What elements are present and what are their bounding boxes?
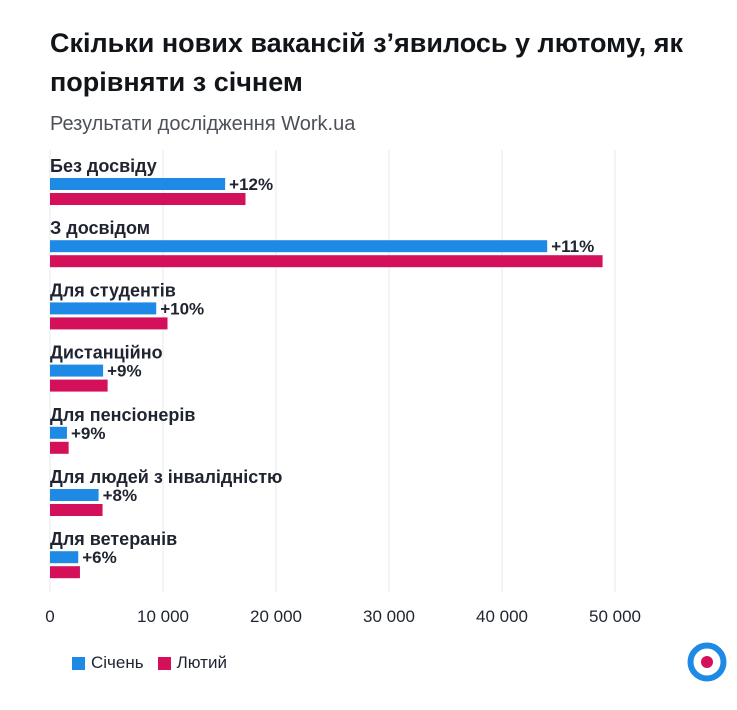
legend-label-jan: Січень — [91, 653, 144, 672]
growth-label: +10% — [160, 299, 204, 318]
category-label: З досвідом — [50, 218, 150, 238]
growth-label: +9% — [107, 362, 142, 381]
legend-item-jan: Січень — [72, 653, 144, 673]
growth-label: +8% — [103, 486, 138, 505]
category-label: Для пенсіонерів — [50, 405, 195, 425]
x-tick-label: 10 000 — [137, 607, 189, 626]
bar-jan — [50, 489, 99, 501]
bar-chart: 0 10 000 20 000 30 000 40 000 50 000 Без досві… — [45, 150, 641, 626]
bar-feb — [50, 566, 80, 579]
legend-swatch-feb — [157, 656, 171, 670]
legend: Січень Лютий — [72, 653, 241, 673]
chart-subtitle: Результати дослідження Work.ua — [50, 113, 356, 135]
category-label: Дистанційно — [50, 343, 163, 363]
bar-feb — [50, 193, 246, 205]
bar-feb — [50, 379, 108, 392]
growth-label: +6% — [82, 548, 117, 567]
x-tick-label: 20 000 — [250, 607, 302, 626]
bar-feb — [50, 317, 168, 330]
legend-label-feb: Лютий — [176, 653, 227, 672]
growth-label: +9% — [71, 424, 106, 443]
growth-label: +11% — [551, 237, 594, 256]
bar-jan — [50, 551, 79, 564]
bar-jan — [50, 426, 67, 439]
bar-jan — [50, 364, 104, 377]
bar-feb — [50, 441, 69, 454]
bar-jan — [50, 240, 548, 253]
chart-title: Скільки нових вакансій з’явилось у лютом… — [50, 28, 683, 97]
bar-jan — [50, 178, 226, 190]
legend-swatch-jan — [72, 656, 85, 670]
target-circle-icon — [687, 642, 727, 682]
bar-feb — [50, 504, 103, 516]
bar-feb — [50, 255, 603, 268]
growth-label: +12% — [229, 175, 273, 194]
category-label: Для ветеранів — [50, 529, 177, 549]
bar-jan — [50, 302, 157, 315]
category-label: Для студентів — [50, 280, 176, 300]
x-tick-label: 40 000 — [476, 607, 528, 626]
category-label: Без досвіду — [50, 156, 157, 176]
x-tick-label: 50 000 — [589, 607, 641, 626]
x-tick-label: 0 — [45, 607, 54, 626]
legend-item-feb: Лютий — [157, 653, 227, 673]
category-label: Для людей з інвалідністю — [50, 467, 282, 487]
x-tick-label: 30 000 — [363, 607, 415, 626]
